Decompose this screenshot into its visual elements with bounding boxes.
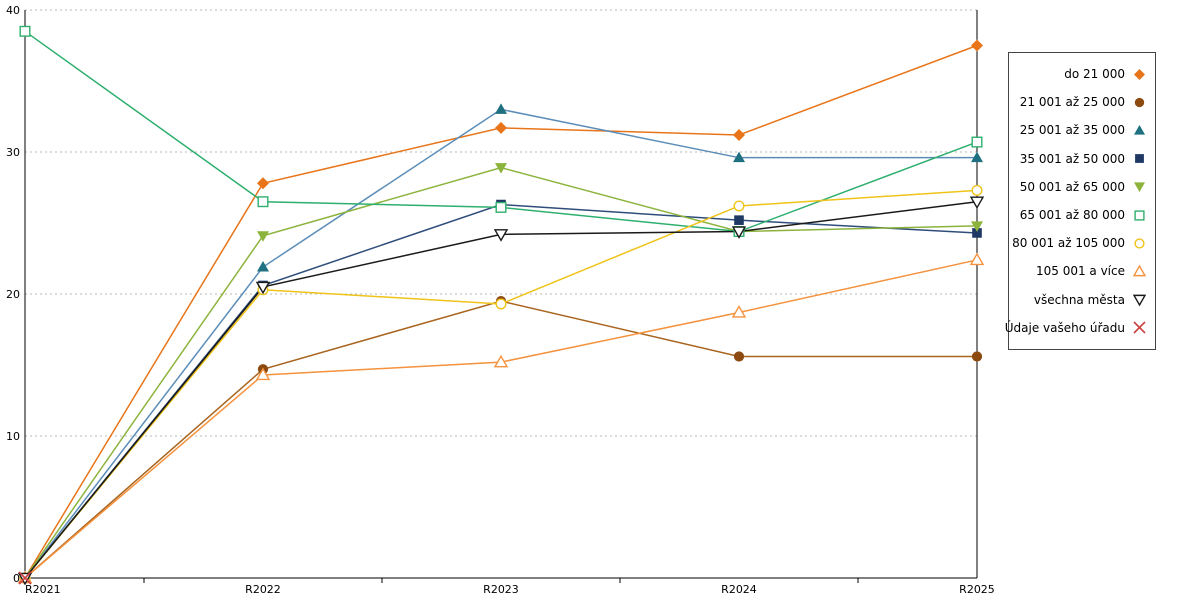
legend: do 21 000 21 001 až 25 000 25 001 až 35 00… [1005, 52, 1156, 350]
y-axis-label: 0 [13, 572, 20, 585]
series-line-2 [24, 108, 977, 579]
series-marker-7 [731, 305, 747, 318]
series-line-1 [24, 300, 977, 579]
series-marker-6 [733, 200, 745, 212]
x-axis-label: R2025 [959, 583, 995, 596]
triangle-down-open-marker-icon [1132, 294, 1147, 307]
series-marker-6 [971, 184, 983, 196]
y-axis-label: 20 [6, 288, 20, 301]
legend-label: do 21 000 [1064, 67, 1125, 82]
x-axis-label: R2021 [25, 583, 61, 596]
series-marker-2 [971, 151, 983, 163]
series-marker-7 [493, 354, 509, 368]
legend-item-4: 50 001 až 65 000 [1017, 173, 1147, 201]
legend-label: 80 001 až 105 000 [1012, 236, 1125, 251]
y-axis-label: 40 [6, 4, 20, 17]
series-marker-8 [493, 229, 509, 242]
series-marker-0 [495, 121, 507, 134]
series-marker-5 [971, 136, 983, 148]
series-marker-8 [731, 226, 747, 239]
x-axis-label: R2023 [483, 583, 519, 596]
series-marker-4 [257, 231, 269, 242]
series-marker-2 [495, 103, 507, 114]
series-marker-4 [495, 163, 507, 174]
series-marker-5 [257, 196, 269, 208]
legend-label: 21 001 až 25 000 [1019, 95, 1125, 110]
legend-item-8: všechna města [1017, 286, 1147, 314]
x-marker-icon [1133, 321, 1146, 334]
series-marker-3 [972, 228, 982, 238]
x-axis-label: R2022 [245, 583, 281, 596]
legend-item-3: 35 001 až 50 000 [1017, 145, 1147, 173]
legend-label: 105 001 a více [1035, 264, 1125, 279]
y-axis-label: 10 [6, 430, 20, 443]
legend-item-1: 21 001 až 25 000 [1017, 88, 1147, 116]
legend-item-0: do 21 000 [1017, 60, 1147, 88]
diamond-marker-icon [1134, 68, 1145, 80]
series-marker-5 [19, 25, 31, 37]
series-marker-7 [255, 367, 271, 381]
series-marker-1 [733, 351, 745, 362]
triangle-down-marker-icon [1134, 182, 1145, 193]
series-marker-0 [733, 128, 745, 141]
legend-label: 65 001 až 80 000 [1019, 208, 1125, 223]
series-marker-9 [18, 571, 32, 585]
series-marker-3 [734, 215, 744, 225]
series-marker-5 [495, 201, 507, 213]
series-marker-2 [733, 151, 745, 163]
circle-marker-icon [1134, 97, 1145, 107]
legend-label: 35 001 až 50 000 [1019, 151, 1125, 166]
series-marker-2 [257, 261, 269, 272]
legend-item-2: 25 001 až 35 000 [1017, 116, 1147, 144]
triangle-marker-icon [1134, 124, 1145, 135]
series-marker-6 [495, 298, 507, 310]
series-marker-4 [971, 221, 983, 232]
legend-label: všechna města [1033, 292, 1125, 307]
legend-item-7: 105 001 a více [1017, 257, 1147, 285]
triangle-open-marker-icon [1132, 264, 1147, 277]
legend-label: 50 001 až 65 000 [1019, 179, 1125, 194]
legend-item-6: 80 001 až 105 000 [1012, 229, 1147, 257]
square-open-marker-icon [1134, 209, 1145, 221]
series-line-6 [24, 189, 978, 579]
y-axis-label: 30 [6, 146, 20, 159]
x-axis-label: R2024 [721, 583, 757, 596]
legend-label: 25 001 až 35 000 [1019, 123, 1125, 138]
series-marker-7 [969, 252, 985, 266]
legend-item-9: Údaje vašeho úřadu [1005, 314, 1147, 342]
series-marker-8 [255, 281, 271, 295]
series-line-8 [24, 200, 978, 579]
series-marker-0 [971, 39, 983, 52]
legend-item-5: 65 001 až 80 000 [1017, 201, 1147, 229]
square-marker-icon [1135, 154, 1144, 164]
circle-open-marker-icon [1134, 238, 1145, 249]
series-marker-8 [969, 196, 985, 210]
series-marker-0 [257, 177, 269, 190]
series-marker-1 [971, 351, 983, 362]
legend-label: Údaje vašeho úřadu [1004, 320, 1125, 335]
